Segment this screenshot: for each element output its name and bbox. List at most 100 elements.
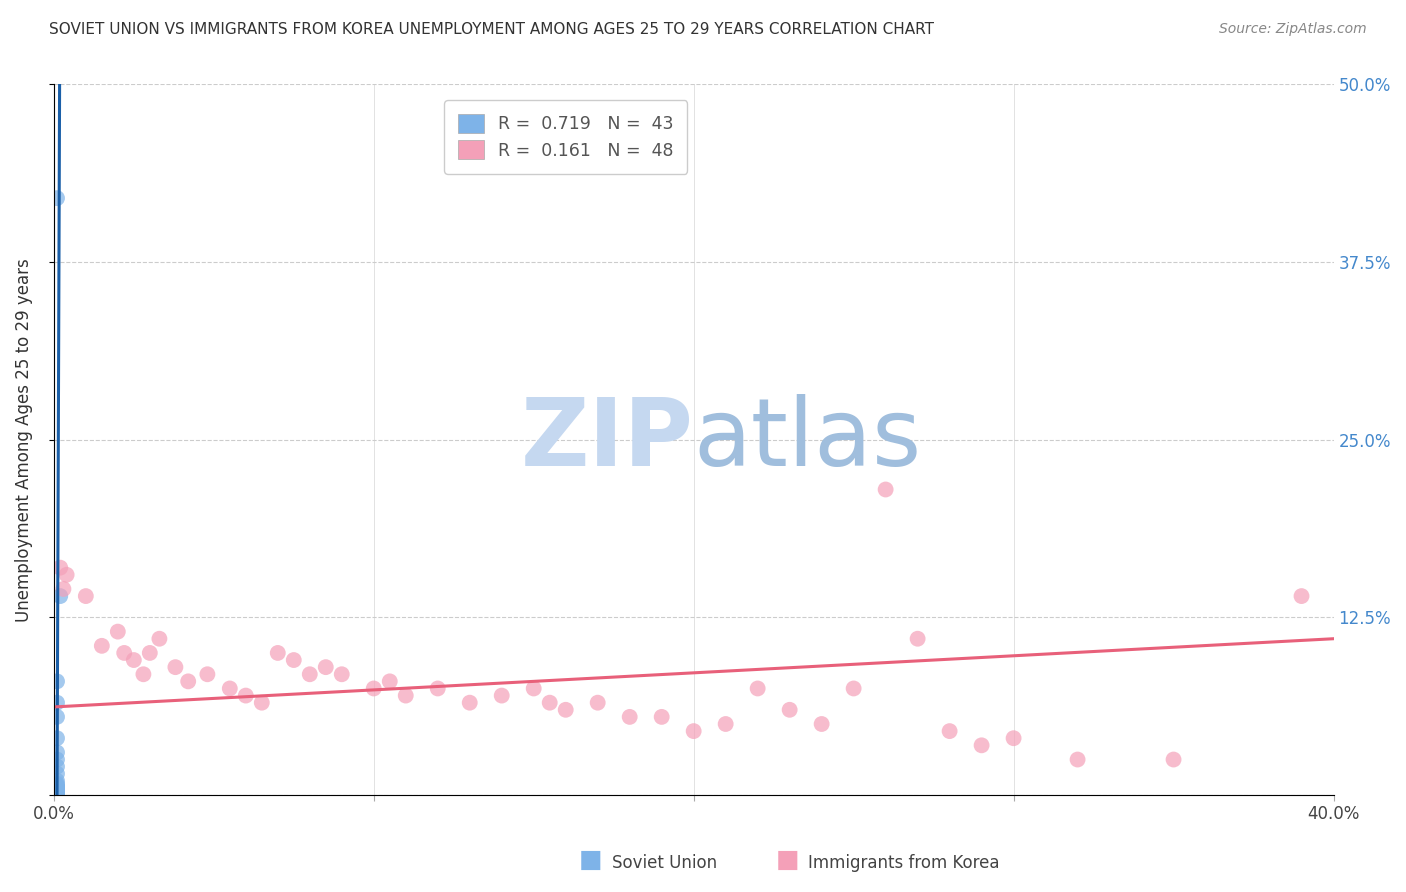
Point [46, 780, 69, 795]
Point [458, 696, 481, 710]
Point [52, 582, 75, 596]
Point [586, 696, 609, 710]
Point [46, 788, 69, 802]
Point [395, 689, 418, 703]
Point [46, 782, 69, 797]
Point [1002, 731, 1025, 746]
Point [554, 703, 576, 717]
Point [426, 681, 449, 696]
Point [46, 787, 69, 801]
Point [90, 639, 112, 653]
Point [235, 689, 257, 703]
Point [46, 788, 69, 802]
Point [267, 646, 290, 660]
Point [218, 681, 240, 696]
Point [779, 703, 801, 717]
Point [55, 567, 77, 582]
Point [165, 660, 187, 674]
Text: atlas: atlas [693, 393, 922, 486]
Point [250, 696, 273, 710]
Point [298, 667, 321, 681]
Point [46, 785, 69, 799]
Point [46, 787, 69, 801]
Point [970, 739, 993, 753]
Point [46, 784, 69, 798]
Point [46, 731, 69, 746]
Point [75, 589, 97, 603]
Point [875, 483, 897, 497]
Point [148, 632, 170, 646]
Point [46, 674, 69, 689]
Text: ■: ■ [776, 848, 799, 872]
Point [46, 788, 69, 802]
Point [378, 674, 401, 689]
Legend: R =  0.719   N =  43, R =  0.161   N =  48: R = 0.719 N = 43, R = 0.161 N = 48 [444, 100, 688, 174]
Point [46, 784, 69, 798]
Point [46, 778, 69, 792]
Point [46, 782, 69, 797]
Point [46, 788, 69, 802]
Point [46, 785, 69, 799]
Point [682, 724, 704, 739]
Point [46, 780, 69, 795]
Point [46, 766, 69, 780]
Point [46, 788, 69, 802]
Point [46, 752, 69, 766]
Text: ZIP: ZIP [520, 393, 693, 486]
Point [46, 191, 69, 205]
Point [363, 681, 385, 696]
Point [1066, 752, 1088, 766]
Point [46, 710, 69, 724]
Point [46, 785, 69, 799]
Point [1163, 752, 1185, 766]
Point [747, 681, 769, 696]
Point [46, 696, 69, 710]
Y-axis label: Unemployment Among Ages 25 to 29 years: Unemployment Among Ages 25 to 29 years [15, 258, 32, 622]
Point [538, 696, 561, 710]
Text: ■: ■ [579, 848, 602, 872]
Point [283, 653, 305, 667]
Point [107, 624, 129, 639]
Point [46, 787, 69, 801]
Point [330, 667, 353, 681]
Point [46, 787, 69, 801]
Point [46, 780, 69, 795]
Point [139, 646, 162, 660]
Point [46, 746, 69, 760]
Point [46, 780, 69, 794]
Point [46, 785, 69, 799]
Text: Soviet Union: Soviet Union [612, 855, 717, 872]
Point [46, 759, 69, 773]
Point [46, 780, 69, 795]
Point [491, 689, 513, 703]
Point [907, 632, 929, 646]
Point [46, 784, 69, 798]
Point [842, 681, 865, 696]
Point [122, 653, 145, 667]
Point [938, 724, 960, 739]
Point [315, 660, 337, 674]
Point [49, 589, 72, 603]
Point [177, 674, 200, 689]
Point [46, 787, 69, 801]
Text: Immigrants from Korea: Immigrants from Korea [808, 855, 1000, 872]
Point [46, 777, 69, 791]
Point [46, 784, 69, 798]
Point [46, 773, 69, 788]
Point [46, 784, 69, 798]
Point [197, 667, 219, 681]
Point [1291, 589, 1313, 603]
Point [523, 681, 546, 696]
Text: Source: ZipAtlas.com: Source: ZipAtlas.com [1219, 22, 1367, 37]
Point [46, 788, 69, 802]
Point [619, 710, 641, 724]
Point [46, 784, 69, 798]
Point [714, 717, 737, 731]
Text: SOVIET UNION VS IMMIGRANTS FROM KOREA UNEMPLOYMENT AMONG AGES 25 TO 29 YEARS COR: SOVIET UNION VS IMMIGRANTS FROM KOREA UN… [49, 22, 934, 37]
Point [810, 717, 832, 731]
Point [651, 710, 673, 724]
Point [49, 560, 72, 574]
Point [46, 785, 69, 799]
Point [112, 646, 135, 660]
Point [46, 788, 69, 802]
